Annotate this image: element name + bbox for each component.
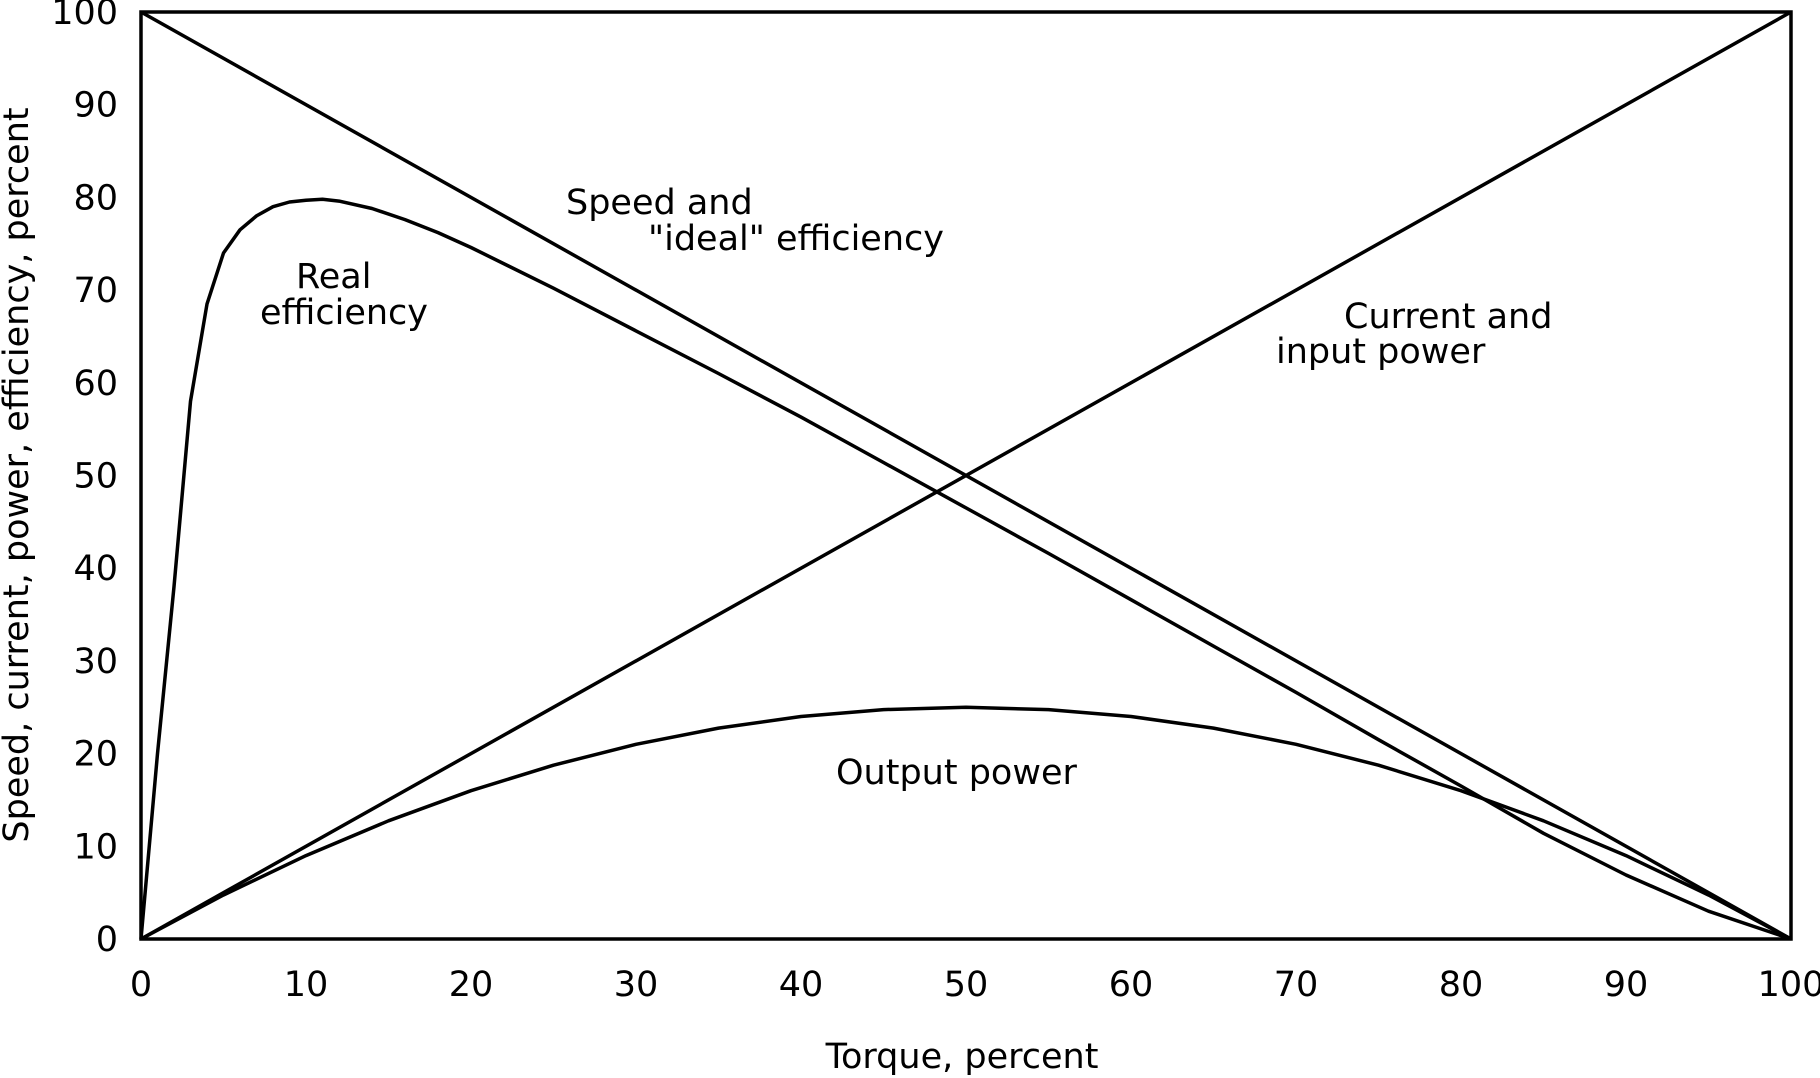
- annotation-ideal-efficiency: "ideal" efficiency: [648, 219, 944, 259]
- x-tick-label: 40: [779, 965, 824, 1005]
- y-tick-label: 60: [73, 364, 118, 404]
- series-line-4: [139, 197, 1792, 941]
- x-tick-label: 30: [614, 965, 659, 1005]
- x-tick-label: 70: [1274, 965, 1319, 1005]
- x-tick-label: 80: [1439, 965, 1484, 1005]
- annotation-current: Current and: [1344, 297, 1552, 337]
- annotation-real: Real: [296, 257, 371, 297]
- y-tick-label: 70: [73, 271, 118, 311]
- x-tick-label: 50: [944, 965, 989, 1005]
- x-axis-title: Torque, percent: [825, 1037, 1099, 1077]
- y-tick-label: 50: [73, 457, 118, 497]
- series-line-2: [140, 10, 1792, 941]
- y-tick-labels: 0 10 20 30 40 50 60 70 80 90 100: [51, 0, 118, 960]
- y-tick-label: 20: [73, 735, 118, 775]
- x-tick-label: 20: [449, 965, 494, 1005]
- x-tick-label: 10: [284, 965, 329, 1005]
- x-tick-label: 0: [130, 965, 152, 1005]
- series-line-3: [140, 705, 1792, 941]
- plot-frame: [139, 10, 1793, 941]
- y-axis-title: Speed, current, power, efficiency, perce…: [0, 107, 37, 842]
- x-tick-label: 60: [1109, 965, 1154, 1005]
- y-tick-label: 40: [73, 549, 118, 589]
- y-tick-label: 100: [51, 0, 118, 33]
- annotation-output-power: Output power: [836, 753, 1077, 793]
- x-tick-label: 100: [1758, 965, 1820, 1005]
- annotation-speed: Speed and: [566, 183, 753, 223]
- y-tick-label: 90: [73, 86, 118, 126]
- x-tick-label: 90: [1604, 965, 1649, 1005]
- x-tick-labels: 0 10 20 30 40 50 60 70 80 90 100: [130, 965, 1820, 1005]
- annotation-input-power: input power: [1276, 332, 1486, 372]
- annotation-efficiency: efficiency: [260, 293, 428, 333]
- y-tick-label: 80: [73, 178, 118, 218]
- y-tick-label: 30: [73, 642, 118, 682]
- y-tick-label: 0: [96, 920, 118, 960]
- curves-layer: [139, 10, 1792, 941]
- y-tick-label: 10: [73, 827, 118, 867]
